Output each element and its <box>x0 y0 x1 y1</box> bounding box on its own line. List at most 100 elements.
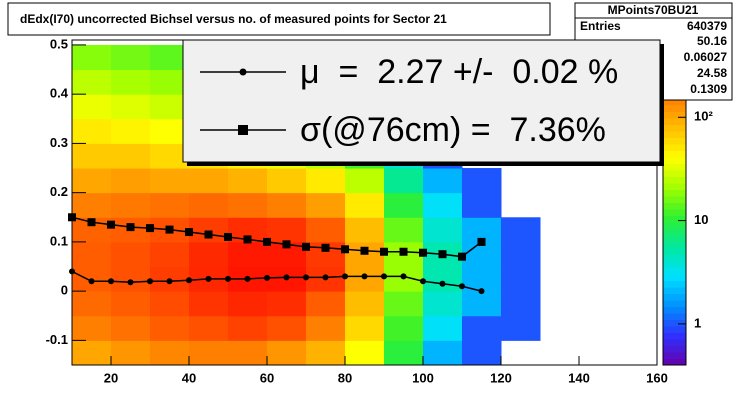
profile-marker <box>244 275 251 282</box>
profile-marker <box>419 248 427 257</box>
profile-marker <box>127 279 134 286</box>
z-tick-label: 1 <box>694 315 701 330</box>
profile-marker <box>224 232 232 241</box>
profile-marker <box>303 274 309 281</box>
z-tick-label: 10 <box>694 212 708 227</box>
heatmap-cell <box>150 192 190 218</box>
palette-band <box>663 358 686 366</box>
heatmap-cell <box>384 217 424 243</box>
stats-title: MPoints70BU21 <box>608 3 699 17</box>
heatmap-cell <box>150 168 190 194</box>
profile-line <box>72 216 482 258</box>
profile-marker <box>126 223 135 232</box>
y-tick-label: 0.4 <box>50 86 69 101</box>
legend-label: μ = 2.27 +/- 0.02 % <box>300 53 618 91</box>
palette-band <box>663 332 686 340</box>
heatmap-cell <box>228 340 268 365</box>
stats-value: 640379 <box>687 19 727 33</box>
profile-marker <box>302 242 310 251</box>
heatmap-cell <box>72 192 112 218</box>
heatmap-cell <box>111 44 151 71</box>
palette-band <box>663 137 686 145</box>
heatmap-cell <box>384 291 424 317</box>
heatmap-cell <box>111 118 151 144</box>
profile-marker <box>420 278 426 285</box>
heatmap-cell <box>72 44 112 71</box>
heatmap-cell <box>72 118 112 144</box>
palette-band <box>663 319 686 327</box>
heatmap-cell <box>345 315 385 341</box>
heatmap-cell <box>306 315 346 341</box>
legend-marker <box>239 68 247 76</box>
heatmap-cell <box>189 340 229 365</box>
profile-marker <box>458 252 466 261</box>
stats-value: 24.58 <box>697 66 727 80</box>
y-tick-label: 0.5 <box>50 36 68 51</box>
heatmap-cell <box>501 217 541 243</box>
palette-band <box>663 339 686 346</box>
profile-marker <box>381 273 387 280</box>
profile-line <box>72 270 482 292</box>
heatmap-cell <box>345 168 385 194</box>
heatmap-cell <box>228 315 268 341</box>
palette-band <box>663 235 686 242</box>
heatmap-cell <box>267 192 307 218</box>
heatmap-cell <box>72 143 112 169</box>
heatmap-cell <box>423 266 463 292</box>
x-tick-label: 120 <box>490 370 512 385</box>
heatmap-cell <box>345 192 385 218</box>
heatmap-cell <box>228 168 268 194</box>
heatmap-cell <box>306 217 346 243</box>
profile-marker <box>87 218 96 227</box>
palette-band <box>663 105 686 112</box>
palette-band <box>663 228 686 236</box>
heatmap-cell <box>111 94 151 120</box>
palette-band <box>663 150 686 158</box>
heatmap-cell <box>267 291 307 317</box>
palette-band <box>663 215 686 223</box>
palette-band <box>663 326 686 333</box>
palette-band <box>663 306 686 314</box>
profile-marker <box>69 268 75 275</box>
stats-value: 0.1309 <box>690 82 727 96</box>
profile-marker <box>341 245 349 254</box>
heatmap-cell <box>501 315 541 341</box>
heatmap-cell <box>72 94 112 120</box>
stats-value: 50.16 <box>697 34 727 48</box>
heatmap-cell <box>72 315 112 341</box>
heatmap-cell <box>72 241 112 268</box>
heatmap-cell <box>384 168 424 194</box>
heatmap-cell <box>306 291 346 317</box>
heatmap-cell <box>267 340 307 365</box>
palette-band <box>663 274 686 281</box>
heatmap-cell <box>111 192 151 218</box>
heatmap-cell <box>384 340 424 365</box>
palette-band <box>663 118 686 125</box>
heatmap-cell <box>111 143 151 169</box>
heatmap-cell <box>111 315 151 341</box>
profile-marker <box>399 247 408 256</box>
overlay: 20 40 60 80 100 120 140 160 -0.1 0 0.1 0.2 0.3 0.4 0.5… <box>46 2 733 385</box>
heatmap-cell <box>228 241 268 268</box>
heatmap-cell <box>72 291 112 317</box>
x-tick-label: 80 <box>338 370 352 385</box>
heatmap-cell <box>306 168 346 194</box>
y-tick-label: 0 <box>61 283 68 298</box>
profile-marker <box>263 237 271 246</box>
palette-band <box>663 241 686 249</box>
palette-band <box>663 300 686 307</box>
heatmap-cell <box>111 168 151 194</box>
profile-marker <box>264 274 270 281</box>
heatmap-cell <box>423 340 463 365</box>
profile-marker <box>107 220 115 229</box>
profile-marker <box>186 277 192 284</box>
palette-band <box>663 189 686 197</box>
palette-band <box>663 287 686 294</box>
y-tick-label: 0.1 <box>50 233 68 248</box>
heatmap-cell <box>189 168 229 194</box>
heatmap-cell <box>423 315 463 341</box>
palette-band <box>663 98 686 106</box>
profile-marker <box>438 250 447 259</box>
heatmap-cell <box>462 168 502 194</box>
